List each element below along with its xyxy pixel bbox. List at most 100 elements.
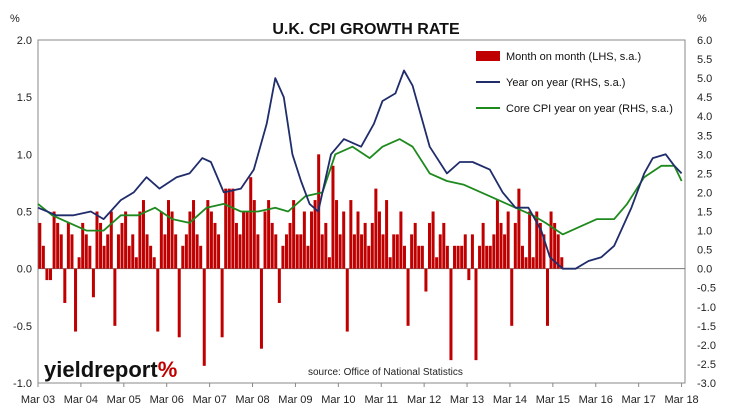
logo-percent: % (158, 357, 178, 382)
mom-bar (528, 211, 532, 269)
mom-bar (478, 245, 482, 269)
mom-bar (463, 234, 467, 269)
mom-bar (531, 257, 535, 269)
mom-bar (181, 245, 185, 269)
mom-bar (152, 257, 156, 269)
mom-bar (131, 234, 135, 269)
mom-bar (106, 234, 110, 269)
mom-bar (206, 200, 210, 269)
mom-bar (549, 211, 553, 269)
logo: yieldreport% (44, 357, 177, 382)
x-tick-label: Mar 13 (450, 394, 484, 406)
left-tick-label: -1.0 (13, 378, 32, 390)
axes: -1.0 -0.5 0.0 0.5 1.0 1.5 2.0 -3.0 -2.5 -2.0 -1.5 -… (13, 35, 716, 406)
left-tick-label: 0.0 (17, 264, 32, 276)
mom-bar (310, 211, 314, 269)
x-tick-label: Mar 08 (235, 394, 269, 406)
mom-bar (49, 268, 53, 281)
right-tick-label: 1.5 (697, 207, 712, 219)
mom-bar (445, 245, 449, 269)
left-tick-label: 2.0 (17, 35, 32, 47)
mom-bar (467, 268, 471, 281)
mom-bar (517, 188, 521, 269)
mom-bar (331, 165, 335, 269)
mom-bar (520, 245, 524, 269)
mom-bar (188, 211, 192, 269)
right-tick-label: 0.5 (697, 245, 712, 257)
mom-bar (288, 222, 292, 269)
mom-bar (195, 234, 199, 269)
mom-bar (270, 222, 274, 269)
mom-bar (485, 245, 489, 269)
mom-bar (109, 211, 113, 269)
mom-bar (385, 200, 389, 269)
left-tick-label: 1.5 (17, 92, 32, 104)
mom-bar (116, 234, 120, 269)
mom-bar (252, 200, 256, 269)
mom-bar (84, 234, 88, 269)
x-tick-label: Mar 18 (664, 394, 698, 406)
x-tick-label: Mar 09 (278, 394, 312, 406)
mom-bar (52, 211, 56, 269)
mom-bar (249, 177, 253, 269)
mom-bar (217, 234, 221, 269)
mom-bar (356, 211, 360, 269)
mom-bar (392, 234, 396, 269)
mom-bar (506, 211, 510, 269)
mom-bar (488, 245, 492, 269)
mom-bar (363, 222, 367, 269)
right-tick-label: -2.5 (697, 359, 716, 371)
left-tick-label: -0.5 (13, 321, 32, 333)
mom-bar (256, 234, 260, 269)
mom-bar (74, 268, 78, 332)
mom-bar (342, 211, 346, 269)
mom-bar (460, 245, 464, 269)
mom-bar (428, 222, 432, 269)
mom-bar (192, 200, 196, 269)
mom-bar (413, 222, 417, 269)
mom-bar (510, 268, 514, 326)
right-tick-label: 6.0 (697, 35, 712, 47)
mom-bar (381, 234, 385, 269)
mom-bar (524, 257, 528, 269)
mom-bar (81, 222, 85, 269)
x-tick-label: Mar 06 (150, 394, 184, 406)
right-tick-label: 4.0 (697, 111, 712, 123)
mom-bar (503, 234, 507, 269)
mom-bar (435, 257, 439, 269)
mom-bars (38, 154, 564, 366)
yoy-cpi-line (37, 69, 683, 270)
mom-bar (453, 245, 457, 269)
right-tick-label: 3.0 (697, 149, 712, 161)
mom-bar (560, 257, 564, 269)
x-tick-label: Mar 11 (365, 394, 398, 406)
mom-bar (406, 268, 410, 326)
mom-bar (542, 234, 546, 269)
right-tick-label: -0.5 (697, 283, 716, 295)
mom-bar (306, 245, 310, 269)
x-tick-label: Mar 10 (321, 394, 355, 406)
mom-bar (399, 211, 403, 269)
yoy-lines (37, 69, 683, 270)
right-tick-label: -2.0 (697, 340, 716, 352)
mom-bar (388, 257, 392, 269)
mom-bar (338, 234, 342, 269)
left-tick-label: 0.5 (17, 207, 32, 219)
right-tick-label: 5.5 (697, 54, 712, 66)
mom-bar (499, 222, 503, 269)
mom-bar (377, 211, 381, 269)
mom-bar (245, 211, 249, 269)
mom-bar (292, 200, 296, 269)
mom-bar (556, 234, 560, 269)
legend-label-mom: Month on month (LHS, s.a.) (506, 51, 641, 63)
x-tick-label: Mar 04 (64, 394, 98, 406)
mom-bar (88, 245, 92, 269)
mom-bar (95, 211, 99, 269)
mom-bar (277, 268, 281, 303)
mom-bar (424, 268, 428, 292)
mom-bar (184, 234, 188, 269)
right-tick-label: -3.0 (697, 378, 716, 390)
mom-bar (295, 234, 299, 269)
